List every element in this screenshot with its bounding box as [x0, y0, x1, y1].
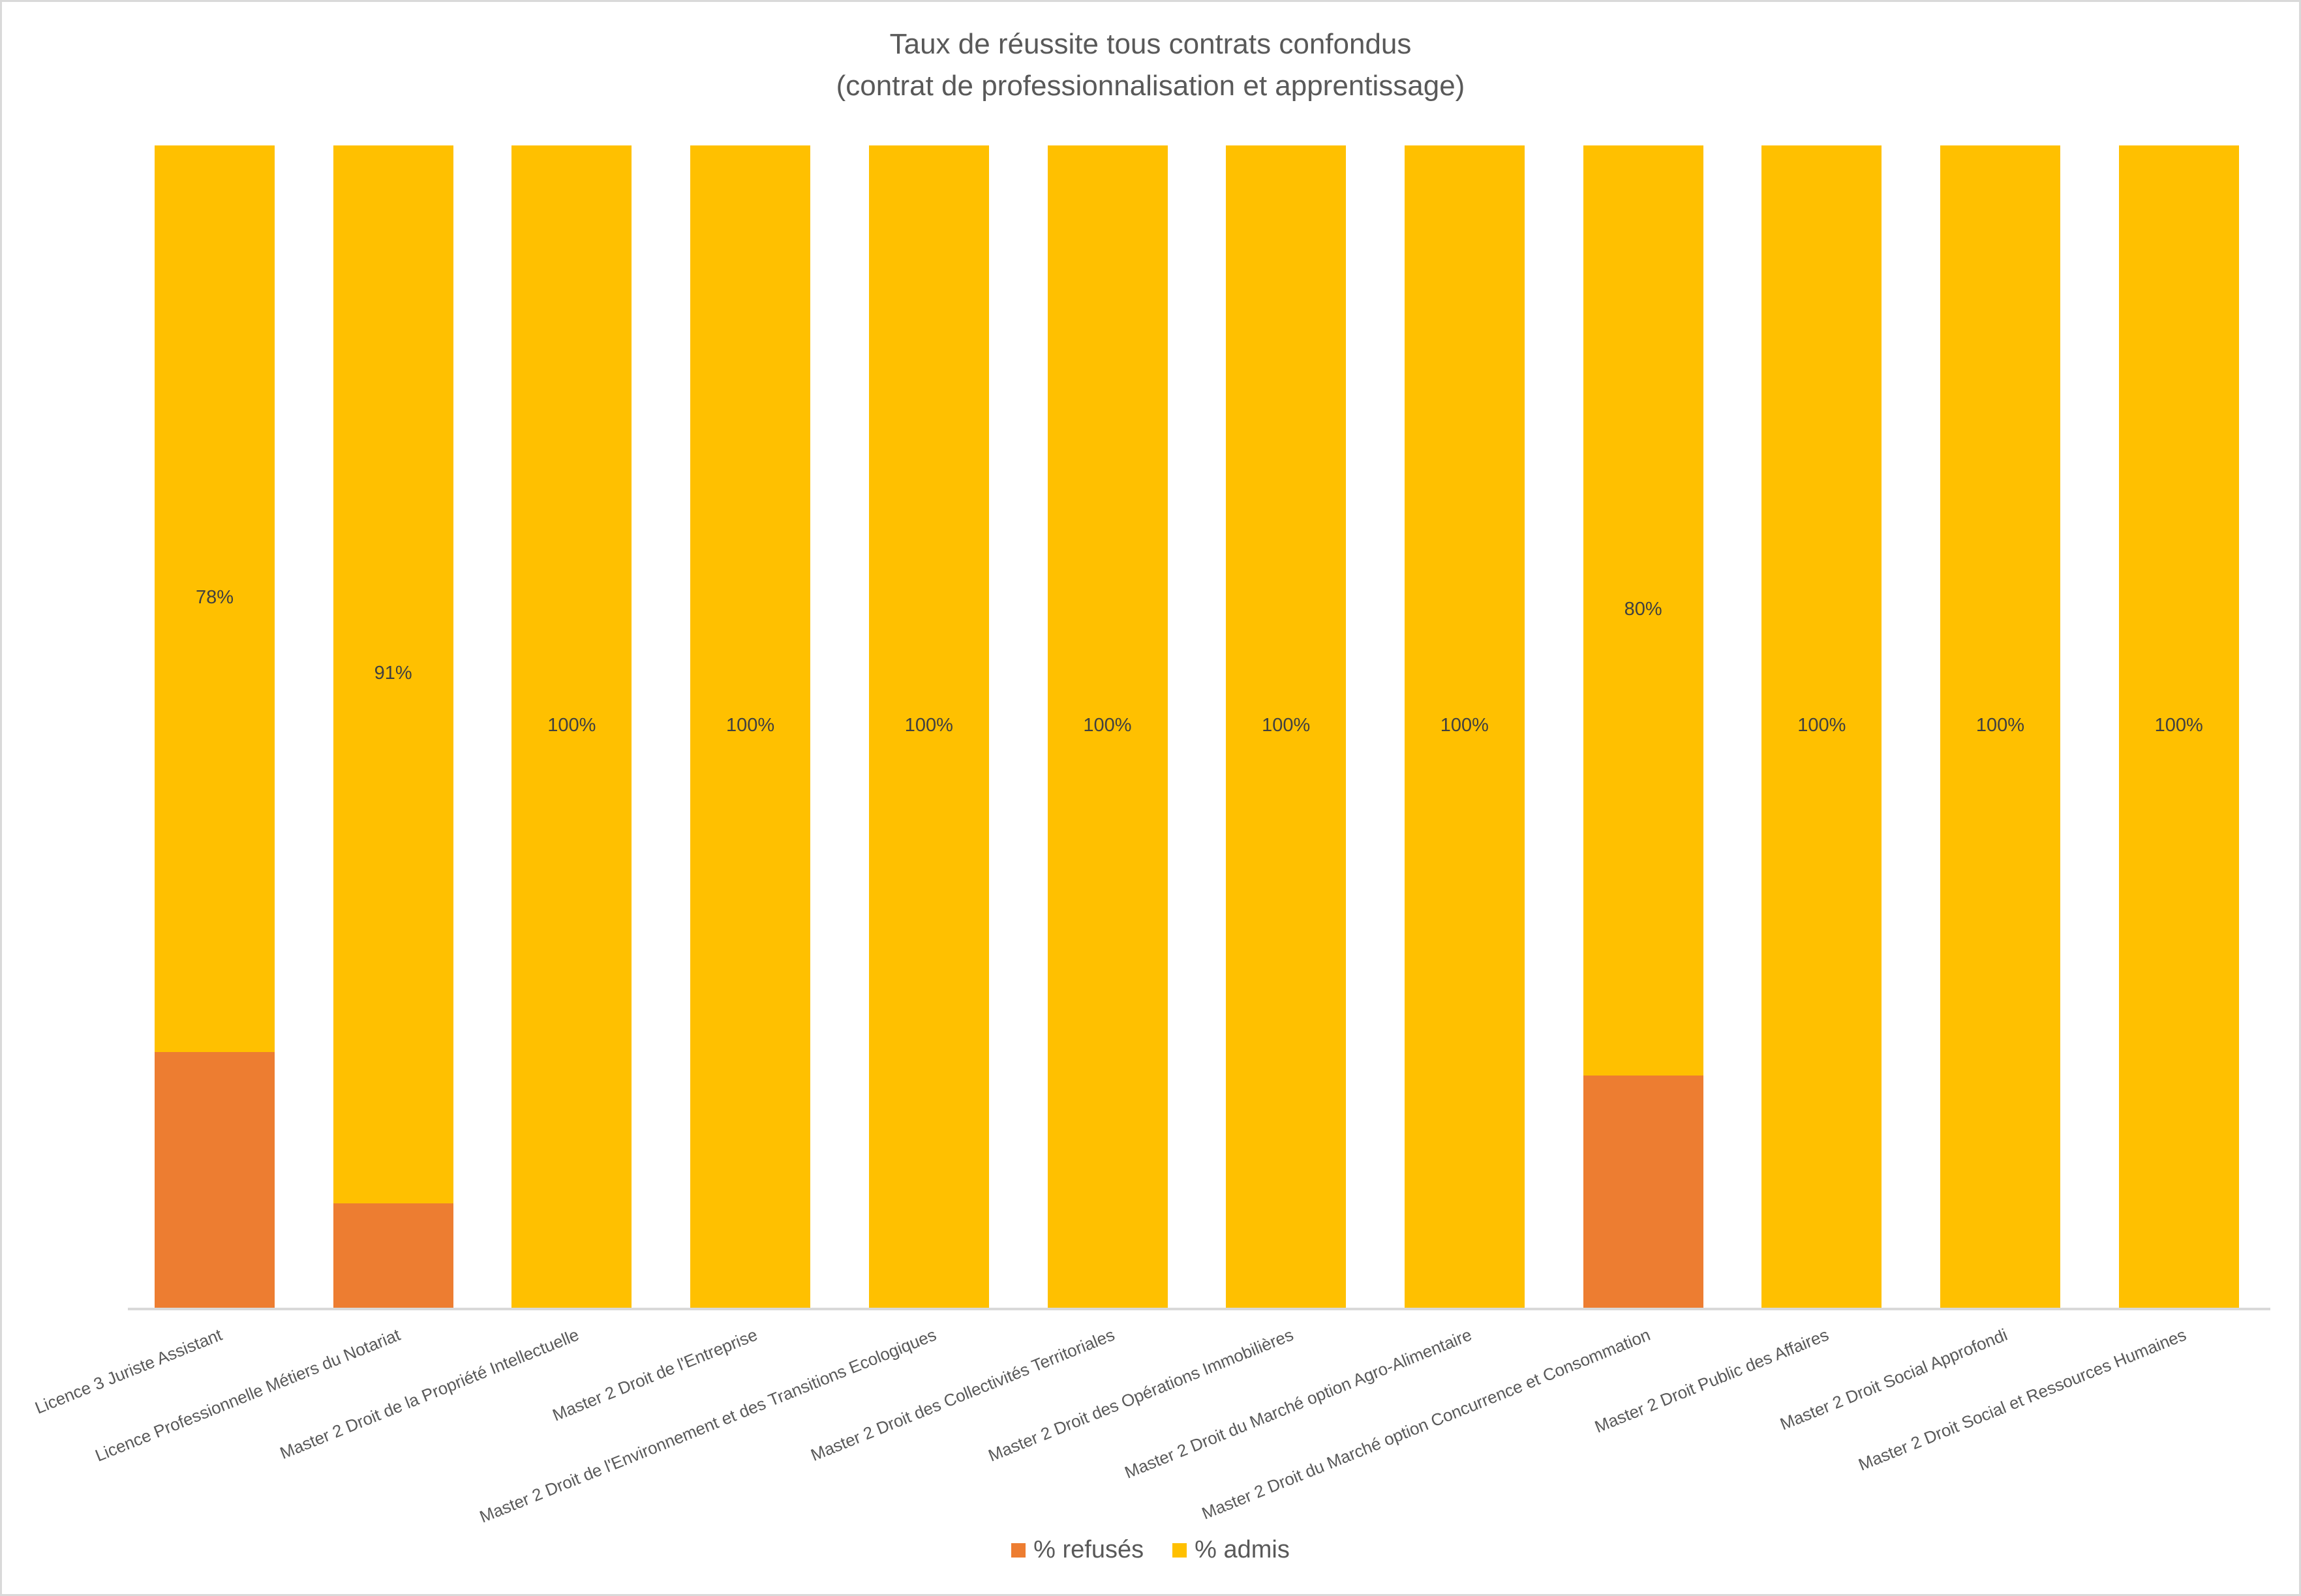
data-label: 78% [195, 586, 234, 608]
x-tick-label: Master 2 Droit Social et Ressources Huma… [1855, 1325, 2189, 1475]
bar-admis [2118, 145, 2239, 1308]
legend-swatch-admis [1172, 1543, 1187, 1558]
legend-item-refuses: % refusés [1011, 1536, 1144, 1564]
bar-refuses [333, 1203, 453, 1308]
x-tick-label: Master 2 Droit de la Propriété Intellect… [277, 1325, 582, 1463]
bar-admis [1047, 145, 1168, 1308]
bar-admis [333, 145, 453, 1203]
x-tick-label: Master 2 Droit des Opérations Immobilièr… [985, 1325, 1296, 1466]
x-tick-label: Licence 3 Juriste Assistant [31, 1325, 225, 1418]
legend-item-admis: % admis [1172, 1536, 1290, 1564]
data-label: 100% [904, 715, 953, 736]
data-label: 100% [1083, 715, 1132, 736]
data-label: 100% [547, 715, 596, 736]
bar-admis [1761, 145, 1882, 1308]
legend-label-admis: % admis [1195, 1536, 1290, 1563]
bar-admis [1226, 145, 1347, 1308]
data-label: 100% [1797, 715, 1846, 736]
bar-refuses [1583, 1075, 1703, 1308]
bar-admis [1404, 145, 1525, 1308]
chart-subtitle: (contrat de professionnalisation et appr… [836, 70, 1465, 102]
data-label: 100% [2154, 715, 2203, 736]
legend-label-refuses: % refusés [1033, 1536, 1144, 1563]
bar-admis [690, 145, 811, 1308]
data-label: 100% [1975, 715, 2025, 736]
bar-admis [1940, 145, 2060, 1308]
data-label: 100% [1262, 715, 1311, 736]
bar-admis [868, 145, 989, 1308]
bar-admis [155, 145, 275, 1052]
data-label: 100% [1440, 715, 1489, 736]
data-label: 80% [1624, 598, 1662, 620]
x-axis-line [128, 1308, 2270, 1310]
legend-swatch-refuses [1011, 1543, 1026, 1558]
bar-admis [1583, 145, 1703, 1076]
bar-refuses [155, 1051, 275, 1308]
x-tick-label: Licence Professionnelle Métiers du Notar… [92, 1325, 403, 1466]
x-tick-label: Master 2 Droit du Marché option Agro-Ali… [1121, 1325, 1475, 1483]
bar-admis [511, 145, 632, 1308]
data-label: 91% [374, 662, 412, 684]
legend: % refusés % admis [2, 1536, 2299, 1564]
chart-title: Taux de réussite tous contrats confondus [889, 28, 1412, 60]
x-tick-label: Master 2 Droit des Collectivités Territo… [808, 1325, 1118, 1465]
data-label: 100% [726, 715, 775, 736]
